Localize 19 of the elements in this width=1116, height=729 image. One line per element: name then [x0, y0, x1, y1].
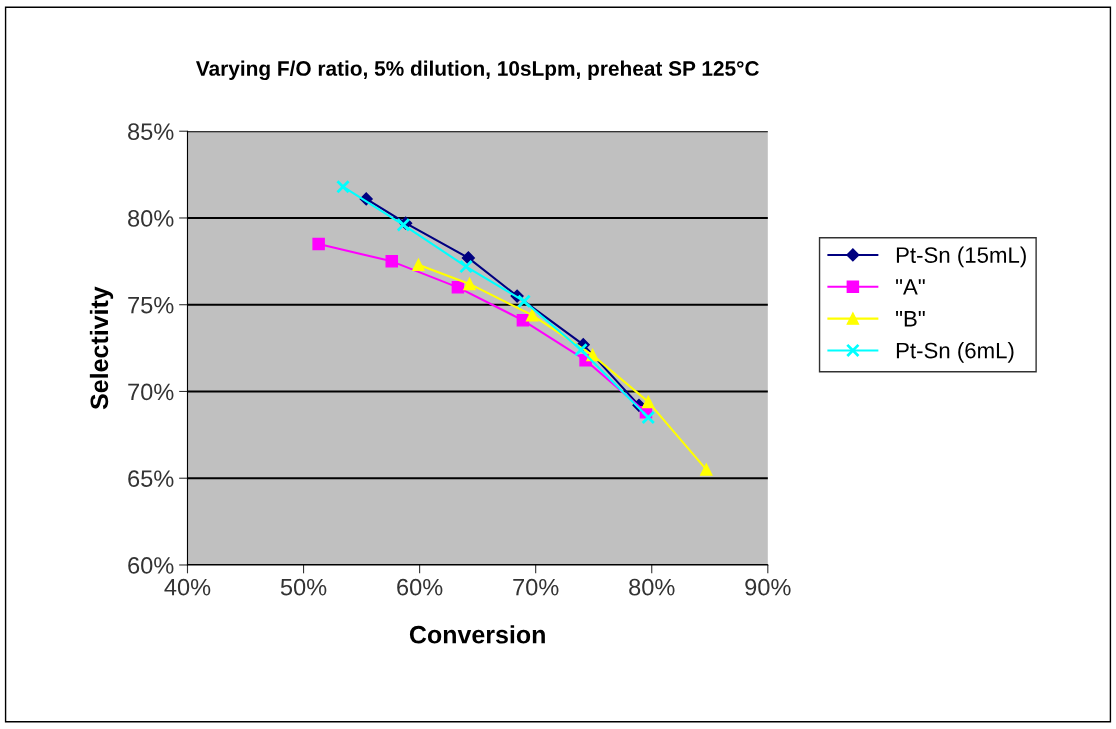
legend-label: Pt-Sn (15mL) [896, 246, 1026, 268]
y-tick-label: 70% [128, 383, 174, 401]
y-tick-label: 60% [128, 557, 174, 574]
y-tick-label: 80% [128, 210, 174, 227]
x-axis-title: Conversion [409, 625, 545, 644]
y-tick-label: 75% [128, 296, 174, 314]
y-tick-label: 85% [128, 123, 174, 141]
legend-label: "A" [896, 279, 925, 295]
x-tick-label: 70% [513, 578, 559, 596]
x-tick-label: 90% [745, 578, 791, 596]
x-tick-label: 80% [629, 578, 675, 596]
legend-label: "B" [896, 311, 925, 327]
x-tick-label: 40% [164, 578, 211, 596]
chart-title: Varying F/O ratio, 5% dilution, 10sLpm, preheat SP 125°C [195, 60, 759, 81]
legend-label: Pt-Sn (6mL) [896, 342, 1014, 363]
x-tick-label: 60% [397, 578, 443, 596]
y-axis-title: Selectivity [89, 286, 114, 410]
y-tick-label: 65% [128, 470, 174, 488]
x-tick-label: 50% [280, 578, 327, 596]
